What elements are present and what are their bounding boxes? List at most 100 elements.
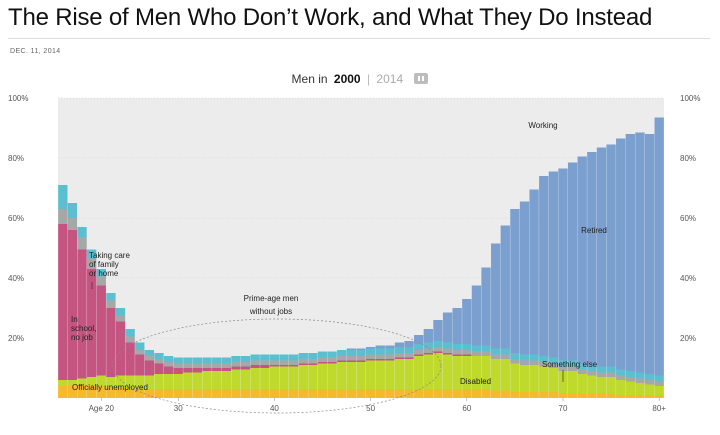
bar-segment [606,144,616,367]
bar-segment [567,162,578,361]
x-tick-label: 50 [366,404,375,413]
bar-segment [115,315,126,322]
bar-segment [539,356,549,362]
bar-segment [250,368,260,389]
bar-segment [471,285,482,346]
bar-segment [87,249,97,259]
bar-segment [173,389,183,398]
bar-segment [173,363,183,368]
bar-segment [433,320,443,341]
bar-segment [654,375,664,382]
bar-segment [192,368,203,373]
bar-segment [346,360,357,362]
bar-segment [144,360,155,376]
bar-segment [269,354,280,361]
bar-segment [298,359,308,364]
bar-segment [491,390,501,398]
bar-segment [346,348,357,350]
bar-segment [539,362,549,367]
bar-segment [423,342,433,349]
bar-segment [337,389,347,398]
bar-segment [481,389,491,398]
bar-segment [433,353,443,389]
bar-segment [587,152,597,365]
bar-segment [87,269,97,377]
bar-segment [202,357,212,364]
bar-segment [346,350,357,356]
bar-segment [154,374,164,389]
bar-segment [260,368,270,389]
bar-segment [269,366,280,389]
bar-segment [558,371,568,394]
bar-segment [58,386,68,398]
annotation-caretaking: Taking care of family or home [89,251,130,278]
bar-segment [308,365,318,389]
bar-segment [548,171,559,358]
bar-segment [625,134,635,371]
bar-segment [644,384,655,395]
bar-segment [260,354,270,361]
bar-segment [212,371,222,389]
bar-segment [221,357,231,364]
bar-segment [375,345,385,349]
bar-segment [163,389,174,398]
bar-segment [77,378,87,386]
bar-segment [616,369,626,376]
bar-segment [529,189,539,355]
bar-segment [250,360,260,365]
bar-segment [414,356,424,389]
bar-segment [250,365,260,368]
header-divider [8,38,710,39]
bar-segment [548,357,559,364]
bar-segment [481,356,491,389]
bar-segment [240,356,251,362]
y-tick-label-right: 20% [680,334,696,343]
annotation-in-school: In school, no job [71,315,96,342]
bar-segment [596,366,607,373]
bar-segment [144,389,155,398]
bar-segment [558,366,568,371]
bar-segment [279,365,289,367]
bar-segment [87,258,97,269]
bar-segment [289,389,299,398]
bar-segment [519,201,530,355]
bar-segment [462,354,472,356]
bar-segment [471,356,482,389]
bar-segment [250,389,260,398]
x-tick-label: 70 [559,404,568,413]
x-tick-label: 30 [174,404,183,413]
year-2014-option[interactable]: 2014 [376,72,404,86]
bar-segment [269,360,280,365]
bar-segment [394,347,405,353]
bar-segment [308,353,318,359]
bar-segment [558,168,568,361]
bar-segment [644,395,655,398]
bar-segment [442,353,453,355]
bar-segment [471,345,482,352]
year-2000-option[interactable]: 2000 [333,72,361,86]
bar-segment [317,357,328,362]
bar-segment [337,362,347,389]
bar-segment [481,345,491,352]
bar-segment [298,353,308,359]
bar-segment [125,329,135,337]
bar-segment [635,383,645,395]
bar-segment [567,360,578,367]
bar-segment [106,377,116,388]
bar-segment [192,363,203,368]
bar-segment [635,132,645,373]
bar-segment [289,360,299,365]
bar-segment [77,227,87,238]
bar-segment [404,353,414,358]
bar-segment [500,354,510,359]
bar-segment [442,342,453,349]
bar-segment [548,368,559,392]
bar-segment [375,354,385,359]
pause-icon[interactable] [414,73,429,84]
bar-segment [135,342,145,350]
bar-segment [125,336,135,343]
bar-segment [96,386,106,398]
bar-segment [240,366,251,370]
bar-segment [616,395,626,398]
bar-segment [183,368,193,373]
